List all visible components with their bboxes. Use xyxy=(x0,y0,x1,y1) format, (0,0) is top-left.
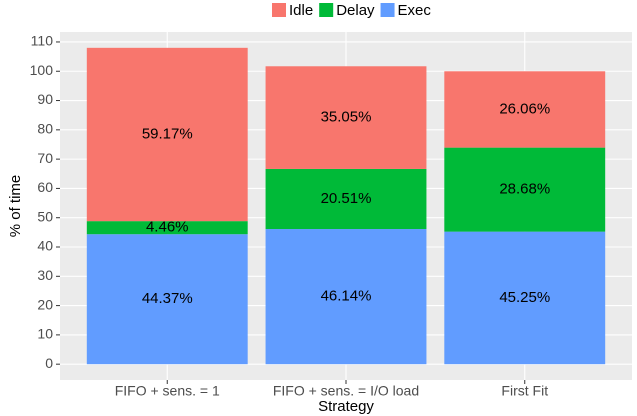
value-label: 46.14% xyxy=(321,288,372,305)
value-label: 44.37% xyxy=(142,290,193,307)
value-label: 59.17% xyxy=(142,125,193,142)
legend-swatch xyxy=(272,3,286,17)
y-axis-label: % of time xyxy=(7,175,24,238)
bar-segment xyxy=(265,229,427,365)
value-label: 28.68% xyxy=(499,181,550,198)
y-tick-label: 100 xyxy=(30,62,54,78)
value-label: 4.46% xyxy=(146,219,189,236)
value-label: 35.05% xyxy=(321,109,372,126)
legend-swatch xyxy=(380,3,395,17)
bar-segment xyxy=(265,66,427,169)
bar-segment xyxy=(86,234,248,365)
legend-label: Exec xyxy=(398,2,432,19)
bar-segment xyxy=(444,147,606,232)
legend-label: Idle xyxy=(289,2,313,19)
value-label: 20.51% xyxy=(321,190,372,207)
value-label: 45.25% xyxy=(499,289,550,306)
legend-label: Delay xyxy=(336,2,375,19)
bar-segment xyxy=(444,71,606,148)
y-tick-label: 70 xyxy=(37,150,53,166)
x-axis-label: Strategy xyxy=(318,398,374,415)
y-tick-label: 30 xyxy=(37,267,53,283)
y-tick-label: 0 xyxy=(45,355,53,371)
bar-segment xyxy=(265,168,427,230)
x-tick-label: First Fit xyxy=(501,383,548,399)
y-tick-label: 40 xyxy=(37,238,53,254)
y-tick-label: 60 xyxy=(37,179,53,195)
y-tick-label: 80 xyxy=(37,121,53,137)
value-label: 26.06% xyxy=(499,100,550,117)
bar-segment xyxy=(444,231,606,365)
bar-segment xyxy=(86,221,248,235)
bar-segment xyxy=(86,47,248,222)
x-tick-label: FIFO + sens. = I/O load xyxy=(273,383,419,399)
y-tick-label: 10 xyxy=(37,326,53,342)
y-tick-label: 90 xyxy=(37,91,53,107)
y-tick-label: 110 xyxy=(31,33,54,49)
x-tick-label: FIFO + sens. = 1 xyxy=(115,383,220,399)
y-tick-label: 50 xyxy=(37,208,53,224)
y-tick-label: 20 xyxy=(37,296,53,312)
legend-swatch xyxy=(319,3,334,17)
